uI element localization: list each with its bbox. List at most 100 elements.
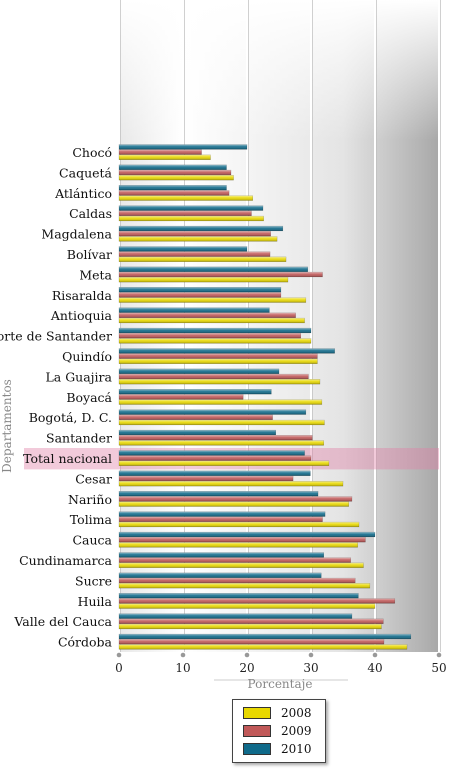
bar-shine-2010-9 [119, 328, 311, 333]
bar-shine-2010-21 [119, 572, 322, 578]
bar-shine-2009-23 [119, 618, 384, 624]
bar-shine-2009-22 [119, 598, 395, 604]
category-label: Norte de Santander [0, 329, 112, 344]
bar-shine-2009-14 [119, 435, 313, 441]
bar-shine-2010-2 [119, 185, 227, 191]
legend-item-2010: 2010 [243, 742, 312, 756]
bar-shine-2008-4 [119, 236, 278, 242]
category-label: La Guajira [45, 369, 112, 384]
bar-shine-2008-1 [119, 175, 234, 181]
bar-shine-2008-22 [119, 603, 375, 609]
bar-shine-2008-10 [119, 358, 318, 364]
bar-shine-2009-21 [119, 578, 356, 583]
category-label: Chocó [72, 145, 112, 160]
bar-shine-2010-12 [119, 389, 272, 395]
bar-shine-2010-22 [119, 593, 359, 599]
bar-shine-2008-6 [119, 277, 288, 283]
bar-shine-2008-19 [119, 542, 358, 548]
category-label: Meta [79, 267, 112, 282]
bar-shine-2009-18 [119, 516, 323, 522]
x-tick-mark-40 [372, 652, 378, 658]
x-tick-mark-0 [116, 652, 122, 658]
bar-shine-2010-6 [119, 266, 308, 272]
category-label: Antioquia [50, 308, 113, 323]
category-label: Bolívar [67, 247, 112, 262]
bar-shine-2008-5 [119, 256, 287, 262]
bar-shine-2009-1 [119, 170, 231, 175]
bar-shine-2010-10 [119, 348, 335, 354]
bar-shine-2008-21 [119, 583, 370, 589]
bar-shine-2010-19 [119, 532, 375, 537]
bar-shine-2010-18 [119, 511, 326, 517]
bar-shine-2009-2 [119, 190, 230, 196]
legend-label-2008: 2008 [281, 706, 312, 720]
x-tick-mark-50 [436, 652, 442, 658]
bar-shine-2008-16 [119, 481, 343, 487]
category-label: Tolima [70, 512, 113, 527]
category-label: Magdalena [41, 227, 112, 242]
bar-shine-2009-16 [119, 476, 294, 481]
category-label: Córdoba [58, 635, 113, 650]
bar-shine-2008-12 [119, 399, 322, 405]
bar-shine-2009-19 [119, 537, 366, 543]
category-label: Nariño [68, 492, 112, 507]
bar-shine-2008-15 [119, 460, 329, 466]
bar-shine-2009-10 [119, 353, 318, 359]
x-tick-label-30: 30 [303, 661, 318, 675]
bar-shine-2009-8 [119, 312, 296, 318]
legend-swatch-2008 [243, 707, 271, 719]
bar-shine-2009-3 [119, 210, 252, 216]
legend-swatch-2009 [243, 725, 271, 737]
bar-shine-2009-6 [119, 272, 323, 277]
bar-shine-2009-4 [119, 231, 271, 237]
bar-shine-2010-23 [119, 613, 352, 619]
bar-shine-2010-0 [119, 144, 247, 150]
bar-shine-2008-3 [119, 216, 264, 221]
x-axis-title: Porcentaje [248, 677, 313, 691]
bar-shine-2010-5 [119, 246, 247, 252]
bar-shine-2010-1 [119, 164, 227, 170]
x-tick-mark-30 [308, 652, 314, 658]
category-label: Santander [46, 431, 112, 446]
category-label: Huila [78, 594, 113, 609]
bar-shine-2008-24 [119, 644, 407, 650]
bar-shine-2010-24 [119, 634, 411, 639]
bar-shine-2008-17 [119, 501, 349, 507]
bar-shine-2010-16 [119, 470, 311, 476]
x-tick-label-50: 50 [431, 661, 446, 675]
category-label: Boyacá [66, 390, 112, 405]
bar-shine-2009-24 [119, 639, 384, 645]
bar-shine-2009-13 [119, 414, 273, 420]
bar-shine-2010-4 [119, 226, 283, 231]
category-label: Caquetá [59, 165, 112, 180]
category-label: Bogotá, D. C. [29, 410, 112, 425]
bar-shine-2008-20 [119, 562, 364, 568]
legend-swatch-2010 [243, 743, 271, 755]
bar-shine-2008-14 [119, 440, 324, 446]
category-label: Quindío [62, 349, 112, 364]
bar-shine-2010-13 [119, 409, 306, 415]
bar-shine-2008-7 [119, 297, 306, 303]
y-axis-title: Departamentos [0, 379, 14, 473]
bar-shine-2008-18 [119, 522, 359, 527]
category-label: Sucre [75, 573, 112, 588]
plot-top-fade [119, 0, 439, 140]
bar-shine-2010-8 [119, 307, 270, 313]
bar-shine-2010-17 [119, 491, 319, 497]
category-label: Atlántico [54, 186, 112, 201]
category-labels: Chocó Caquetá Atlántico Caldas Magdalena Bolí… [0, 145, 113, 650]
category-label: Risaralda [52, 288, 113, 303]
legend: 2008 2009 2010 [232, 699, 326, 763]
bar-shine-2009-7 [119, 292, 281, 298]
bar-shine-2010-20 [119, 552, 324, 558]
x-tick-mark-10 [180, 652, 186, 658]
x-tick-mark-20 [244, 652, 250, 658]
x-tick-label-40: 40 [367, 661, 382, 675]
legend-label-2010: 2010 [281, 742, 312, 756]
bar-shine-2009-9 [119, 333, 301, 339]
category-label: Valle del Cauca [13, 614, 112, 629]
bar-shine-2009-17 [119, 496, 352, 502]
category-label: Cauca [72, 533, 112, 548]
legend-item-2008: 2008 [243, 706, 312, 720]
category-label: Caldas [69, 206, 112, 221]
